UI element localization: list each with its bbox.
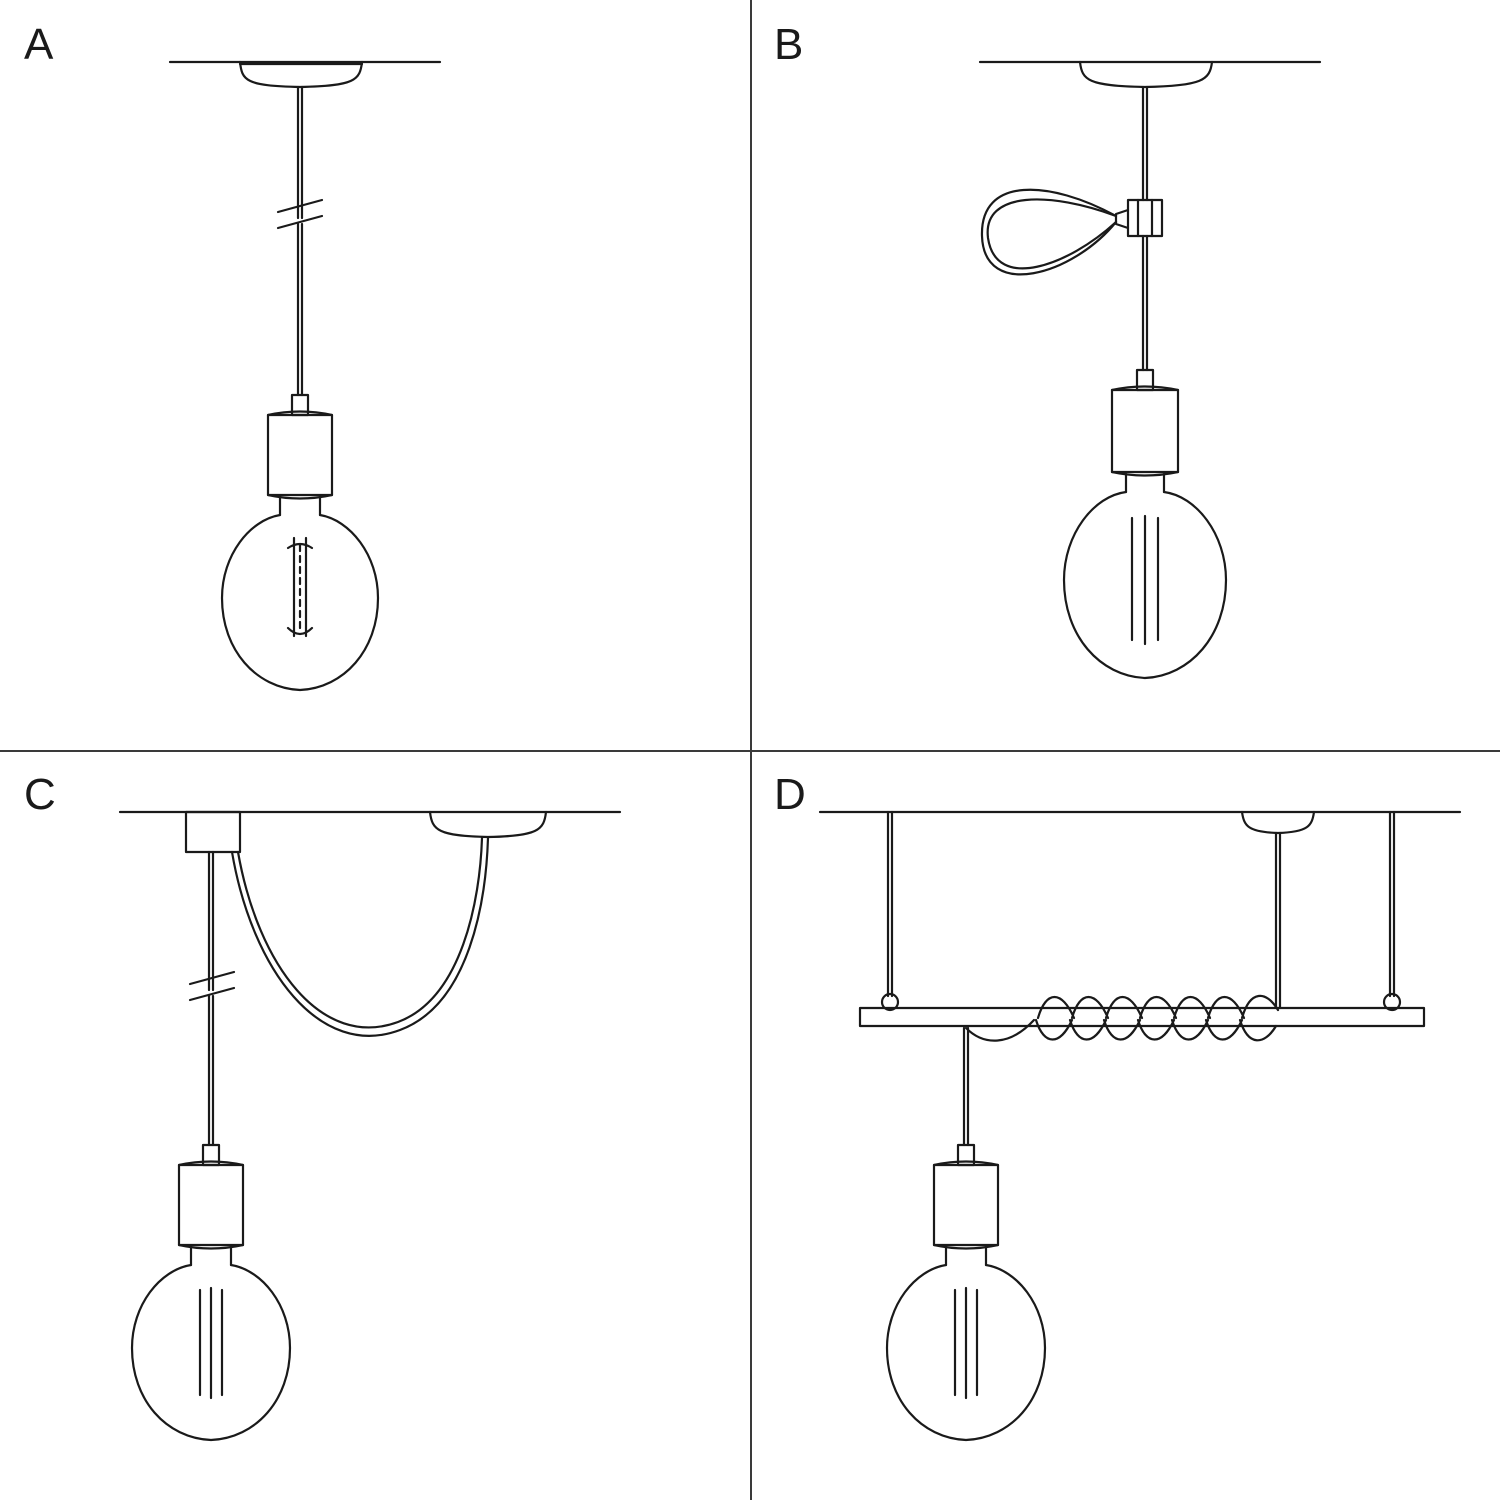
panel-c-drawing [0, 750, 750, 1500]
panel-c-label: C [24, 770, 57, 820]
cord-spiral-icon [1036, 996, 1278, 1040]
ceiling-hook-icon [186, 812, 240, 852]
ceiling-rose-icon [1242, 812, 1314, 833]
panel-a-drawing [0, 0, 750, 750]
cord-icon [190, 852, 234, 1145]
cord-lower-icon [1143, 236, 1147, 370]
swag-cord-icon [232, 838, 488, 1036]
ceiling-rose-icon [1080, 62, 1212, 87]
bulb-icon [132, 1265, 290, 1440]
pendant-mounting-options-figure: A [0, 0, 1500, 1500]
cord-icon [278, 87, 322, 395]
ceiling-rose-icon [240, 62, 362, 87]
panel-d-label: D [774, 770, 807, 820]
filament-icon [200, 1288, 222, 1398]
panel-b-drawing [750, 0, 1500, 750]
panel-a-label: A [24, 20, 54, 70]
rail-hanger-icon [882, 812, 1400, 1010]
filament-icon [955, 1288, 977, 1398]
cord-clip-icon [1116, 200, 1162, 236]
panel-c: C [0, 750, 750, 1500]
filament-icon [1132, 516, 1158, 644]
ceiling-rose-icon [430, 812, 546, 837]
panel-b: B [750, 0, 1500, 750]
filament-icon [288, 538, 312, 636]
bulb-icon [222, 515, 378, 690]
cord-upper-icon [1143, 87, 1147, 200]
cord-loop-icon [982, 190, 1116, 275]
socket-icon [179, 1162, 243, 1249]
bulb-icon [1064, 492, 1226, 678]
panel-d: D [750, 750, 1500, 1500]
grid-divider-horizontal [0, 750, 1500, 752]
socket-icon [1112, 387, 1178, 476]
panel-b-label: B [774, 20, 804, 70]
panel-d-drawing [750, 750, 1500, 1500]
cord-drop-icon [964, 1020, 1034, 1145]
bulb-neck-icon [280, 497, 320, 515]
bulb-icon [887, 1265, 1045, 1440]
socket-icon [934, 1162, 998, 1249]
socket-icon [268, 412, 332, 499]
cord-to-rail-icon [1276, 833, 1280, 1008]
panel-a: A [0, 0, 750, 750]
